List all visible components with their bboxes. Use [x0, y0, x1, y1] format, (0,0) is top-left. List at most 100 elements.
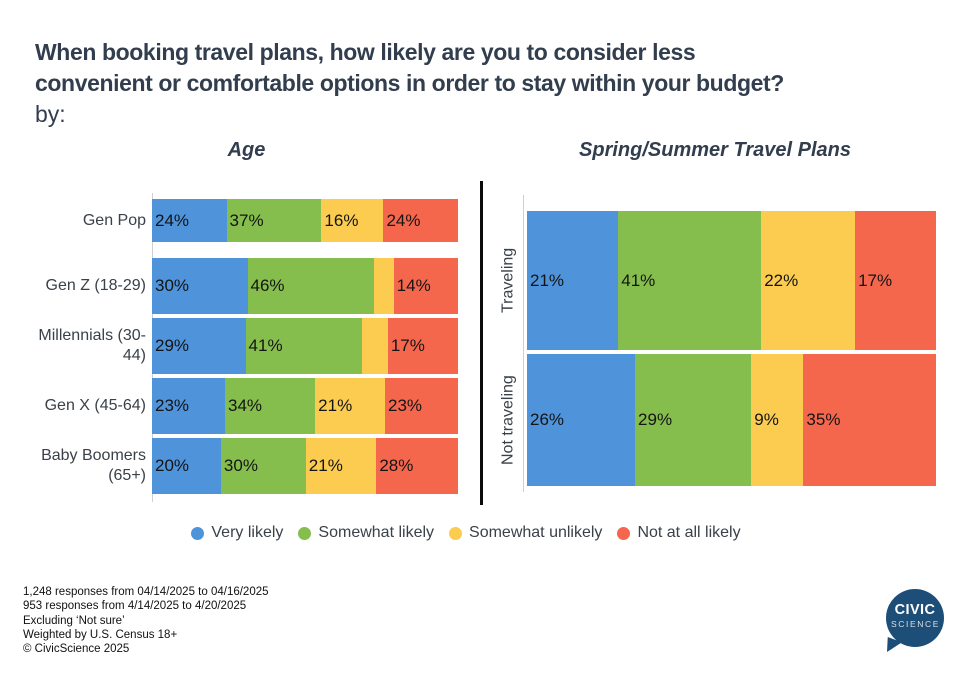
bar-row: Gen Z (18-29) 30% 46% 14% — [35, 258, 458, 314]
bar-segment: 9% — [751, 354, 804, 486]
category-label: Not traveling — [499, 375, 517, 465]
footnote-line: Excluding ‘Not sure’ — [23, 614, 125, 627]
bar-segment: 34% — [224, 378, 316, 434]
segment-label: 41% — [248, 336, 283, 355]
legend-dot-icon — [298, 526, 312, 540]
age-panel-title: Age — [227, 139, 266, 161]
legend-label: Not at all likely — [637, 524, 741, 541]
bar-segment: 23% — [385, 378, 458, 434]
panel-divider — [480, 181, 483, 505]
bar-segment: 17% — [855, 211, 936, 350]
category-label: Gen Pop — [82, 211, 146, 229]
segment-label: 37% — [229, 210, 264, 230]
legend-item: Not at all likely — [617, 524, 741, 542]
bar-segment: 28% — [376, 438, 458, 494]
bar-row: Millennials (30-44) 29% 41% 17% — [35, 318, 458, 374]
bar-row: Baby Boomers (65+) 20% 30% 21% 28% — [35, 438, 458, 494]
travel-panel-title: Spring/Summer Travel Plans — [579, 139, 851, 161]
legend-dot-icon — [449, 526, 463, 540]
bar-segment: 29% — [635, 354, 752, 486]
bar-segment: 30% — [220, 438, 306, 494]
category-label: Traveling — [499, 247, 517, 314]
legend-item: Somewhat unlikely — [449, 524, 602, 542]
stacked-bar: 30% 46% 14% — [152, 258, 458, 314]
bar-segment — [362, 318, 388, 374]
segment-label: 35% — [806, 410, 841, 429]
segment-label: 21% — [530, 270, 565, 290]
segment-label: 17% — [858, 270, 893, 290]
title-line-2: convenient or comfortable options in ord… — [35, 70, 784, 96]
stacked-bar: 26% 29% 9% 35% — [527, 354, 937, 486]
age-chart: Gen Pop 24% 37% 16% 24% Gen Z (18-29) 30% 46% 14… — [35, 193, 458, 498]
segment-label: 24% — [155, 210, 190, 230]
footnote-line: © CivicScience 2025 — [23, 643, 130, 656]
segment-label: 21% — [308, 456, 343, 475]
bar-segment: 17% — [387, 318, 458, 374]
footnotes: 1,248 responses from 04/14/2025 to 04/16… — [23, 585, 269, 656]
legend-item: Somewhat likely — [298, 524, 434, 542]
bar-segment: 26% — [527, 354, 636, 486]
footnote-line: Weighted by U.S. Census 18+ — [23, 628, 178, 641]
segment-label: 34% — [227, 396, 263, 415]
logo-civic-text: CIVIC — [894, 602, 936, 618]
bar-row: Gen Pop 24% 37% 16% 24% — [35, 199, 458, 242]
segment-label: 20% — [155, 456, 190, 475]
bar-segment: 14% — [393, 258, 458, 314]
segment-label: 41% — [621, 270, 656, 290]
bar-segment: 21% — [315, 378, 386, 434]
segment-label: 30% — [223, 456, 258, 475]
bar-segment: 24% — [152, 199, 227, 242]
title-by-label: by: — [35, 101, 66, 127]
stacked-bar: 23% 34% 21% 23% — [152, 378, 458, 434]
segment-label: 29% — [155, 336, 190, 355]
segment-label: 46% — [250, 276, 285, 295]
category-label: Baby Boomers (65+) — [41, 447, 146, 484]
bar-segment: 37% — [226, 199, 322, 242]
segment-label: 23% — [155, 396, 190, 415]
bar-segment: 24% — [383, 199, 458, 242]
segment-label: 22% — [764, 270, 799, 290]
stacked-bar: 29% 41% 17% — [152, 318, 458, 374]
footnote-line: 953 responses from 4/14/2025 to 4/20/202… — [23, 600, 247, 613]
legend-item: Very likely — [191, 524, 283, 542]
bar-segment: 30% — [152, 258, 248, 314]
bar-segment: 21% — [305, 438, 377, 494]
bar-segment: 41% — [245, 318, 363, 374]
stacked-bar: 21% 41% 22% 17% — [527, 211, 936, 350]
segment-label: 28% — [379, 456, 414, 475]
segment-label: 9% — [754, 410, 779, 429]
stacked-bar: 24% 37% 16% 24% — [152, 199, 458, 242]
category-label: Gen Z (18-29) — [45, 277, 146, 294]
segment-label: 26% — [530, 410, 565, 429]
legend-dot-icon — [617, 526, 631, 540]
bar-segment: 29% — [152, 318, 246, 374]
civicscience-logo: CIVIC SCIENCE — [886, 589, 944, 647]
segment-label: 17% — [390, 336, 425, 355]
legend: Very likely Somewhat likely Somewhat unlik… — [0, 524, 932, 542]
segment-label: 30% — [155, 276, 190, 295]
bar-segment: 22% — [761, 211, 856, 350]
legend-label: Somewhat likely — [318, 524, 435, 541]
travel-chart: Traveling 21% 41% 22% 17% Not traveling 26% 29%… — [490, 211, 937, 490]
segment-label: 29% — [638, 410, 673, 429]
bar-segment: 41% — [618, 211, 762, 350]
segment-label: 23% — [388, 396, 423, 415]
bar-segment: 23% — [152, 378, 225, 434]
category-label: Millennials (30-44) — [38, 327, 146, 364]
chart-title: When booking travel plans, how likely ar… — [35, 37, 784, 130]
bar-row: Not traveling 26% 29% 9% 35% — [490, 354, 937, 486]
segment-label: 21% — [318, 396, 353, 415]
bar-segment: 46% — [247, 258, 375, 314]
title-line-1: When booking travel plans, how likely ar… — [35, 39, 696, 65]
bar-row: Traveling 21% 41% 22% 17% — [490, 211, 936, 350]
segment-label: 24% — [386, 210, 421, 230]
footnote-line: 1,248 responses from 04/14/2025 to 04/16… — [23, 586, 269, 598]
legend-label: Very likely — [211, 524, 284, 541]
bar-segment — [374, 258, 394, 314]
bar-segment: 20% — [152, 438, 221, 494]
segment-label: 14% — [396, 276, 431, 295]
segment-label: 16% — [324, 210, 359, 230]
bar-segment: 35% — [803, 354, 937, 486]
legend-label: Somewhat unlikely — [469, 524, 603, 541]
